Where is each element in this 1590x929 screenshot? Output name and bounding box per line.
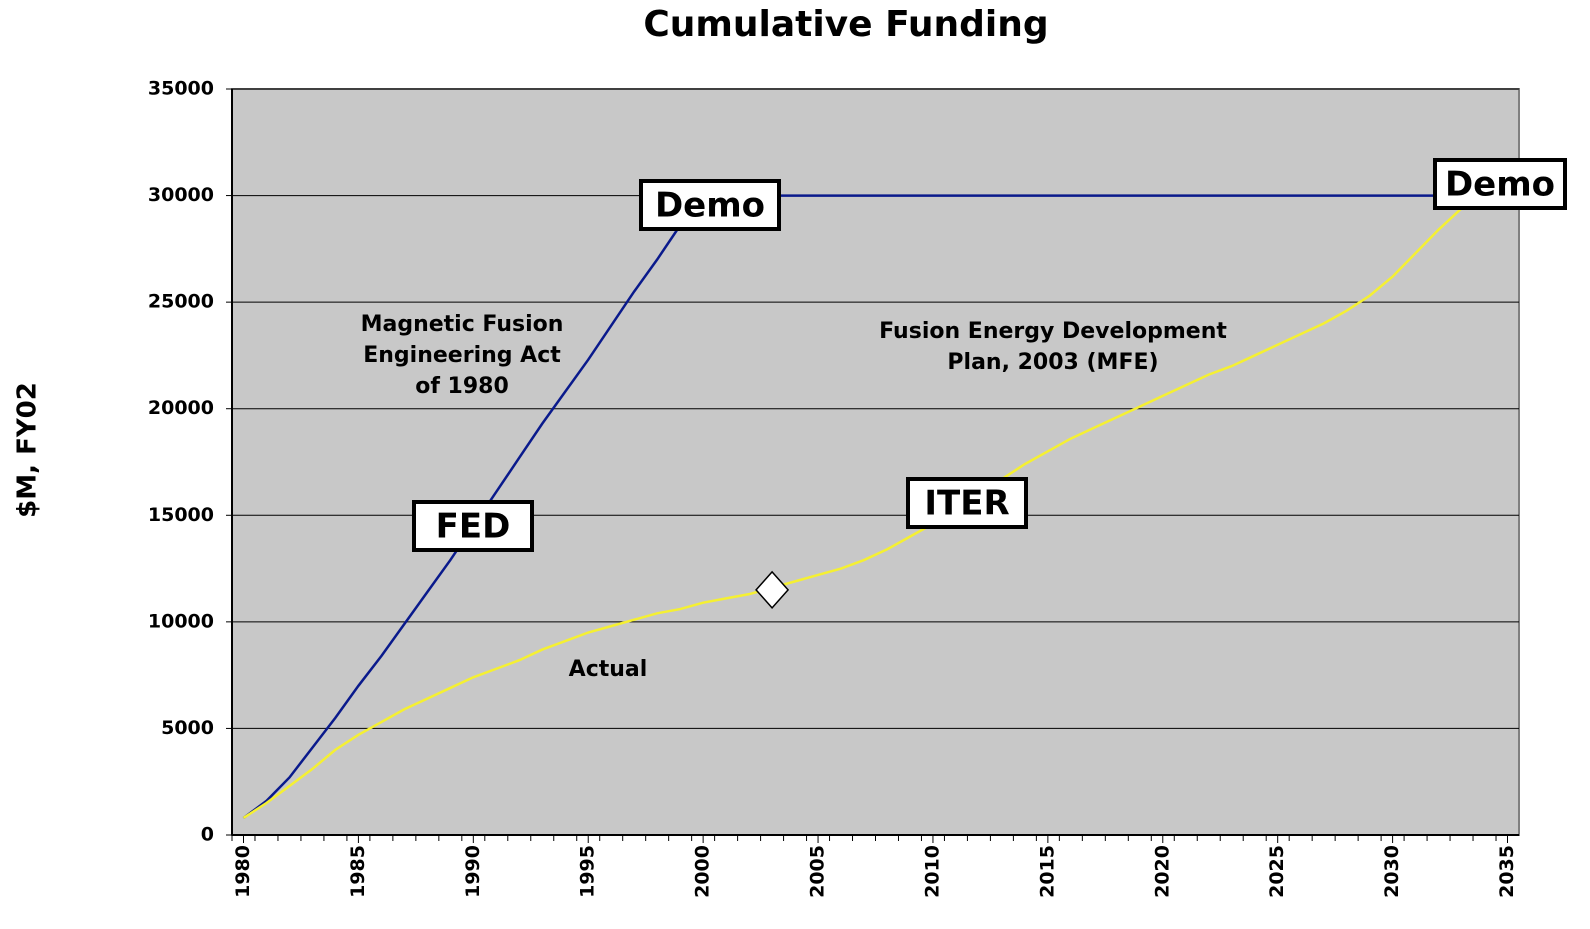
annotation: Plan, 2003 (MFE) <box>947 350 1158 375</box>
x-tick-label: 2005 <box>807 845 829 898</box>
y-tick-label: 25000 <box>148 291 214 313</box>
series-line <box>242 194 1462 819</box>
series-line <box>242 207 1463 819</box>
y-tick-label: 30000 <box>148 184 214 206</box>
x-tick-label: 2030 <box>1381 845 1403 898</box>
annotation: Engineering Act <box>363 343 561 368</box>
x-tick-label: 2020 <box>1151 845 1173 898</box>
chart-title: Cumulative Funding <box>643 4 1048 45</box>
y-tick-label: 5000 <box>161 717 214 739</box>
box-label: Demo <box>655 186 765 226</box>
box-label: FED <box>436 507 511 547</box>
label-box <box>906 477 1028 529</box>
y-axis-label: $M, FY02 <box>13 382 43 518</box>
y-tick-label: 35000 <box>148 78 214 100</box>
y-tick-label: 20000 <box>148 397 214 419</box>
y-tick-label: 15000 <box>148 504 214 526</box>
x-tick-label: 2015 <box>1036 845 1058 898</box>
x-tick-label: 1995 <box>577 845 599 898</box>
box-label: Demo <box>1445 165 1555 205</box>
x-tick-label: 2000 <box>692 845 714 898</box>
label-box <box>412 500 534 552</box>
annotation: of 1980 <box>415 374 509 399</box>
box-label: ITER <box>924 484 1009 524</box>
y-tick-label: 10000 <box>148 610 214 632</box>
x-tick-label: 1980 <box>232 845 254 898</box>
annotation: Magnetic Fusion <box>361 312 564 337</box>
annotation: Actual <box>569 657 648 682</box>
x-tick-label: 2025 <box>1266 845 1288 898</box>
label-box <box>639 179 781 231</box>
x-tick-label: 1990 <box>462 845 484 898</box>
plot-area <box>231 88 1520 836</box>
y-tick-label: 0 <box>201 824 214 846</box>
x-tick-label: 2010 <box>921 845 943 898</box>
marker <box>755 570 790 610</box>
label-box <box>1433 158 1567 210</box>
x-tick-label: 1985 <box>347 845 369 898</box>
annotation: Fusion Energy Development <box>879 319 1227 344</box>
x-tick-label: 2035 <box>1496 845 1518 898</box>
